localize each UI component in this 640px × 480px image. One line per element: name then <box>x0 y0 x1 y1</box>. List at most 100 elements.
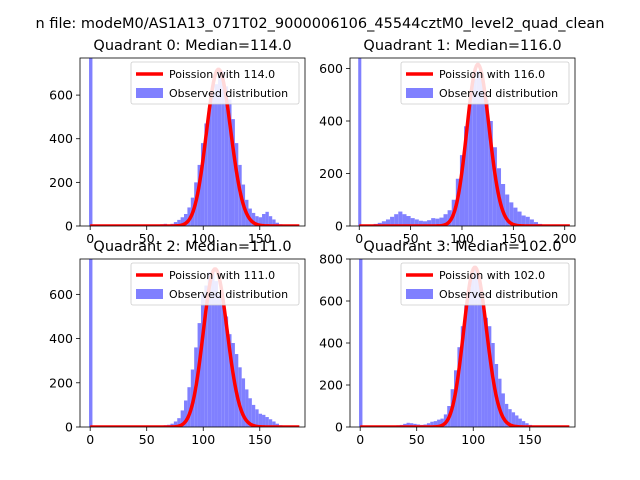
hist-bar <box>402 214 407 226</box>
plot-area <box>359 259 570 427</box>
hist-bar <box>521 215 526 226</box>
hist-bar <box>529 219 534 226</box>
hist-bar <box>204 285 208 427</box>
hist-bar <box>398 211 403 226</box>
hist-bar <box>430 421 434 427</box>
hist-bar <box>498 378 502 427</box>
subplot-0: 0 50 100 150 0 200 400 600 Quadrant 0: Median=11… <box>49 38 306 246</box>
hist-bar <box>359 259 363 427</box>
hist-bar <box>501 184 506 226</box>
hist-bar <box>481 296 485 427</box>
hist-bar <box>459 155 465 226</box>
x-tick-label: 150 <box>248 231 272 246</box>
y-tick-label: 600 <box>49 287 73 302</box>
hist-bar <box>173 222 178 226</box>
y-tick-label: 200 <box>319 166 343 181</box>
plot-area <box>89 58 300 226</box>
legend: Poission with 114.0 Observed distribution <box>130 61 300 105</box>
hist-bar <box>492 147 497 226</box>
hist-bar <box>439 217 444 226</box>
hist-bar <box>262 214 266 226</box>
y-tick-label: 200 <box>319 378 343 393</box>
legend: Poission with 111.0 Observed distribution <box>130 262 300 306</box>
hist-bar <box>224 316 229 427</box>
hist-bar <box>200 143 205 226</box>
hist-bar <box>477 280 482 427</box>
poisson-curve <box>359 265 570 427</box>
plot-area <box>89 259 300 427</box>
hist-bar <box>431 218 436 226</box>
hist-bar <box>422 221 428 226</box>
hist-bar <box>173 421 178 427</box>
hist-bar <box>443 214 448 226</box>
hist-bar <box>234 143 239 226</box>
y-tick-label: 200 <box>49 375 73 390</box>
legend-label: Observed distribution <box>169 87 288 100</box>
hist-bar <box>504 403 509 427</box>
subplot-title: Quadrant 2: Median=111.0 <box>93 239 291 255</box>
hist-bar <box>464 126 469 226</box>
hist-bar <box>521 421 526 427</box>
plot-area <box>358 58 571 226</box>
hist-bar <box>204 123 208 226</box>
hist-bar <box>418 220 423 226</box>
hist-bar <box>214 84 218 226</box>
hist-bar <box>406 216 411 226</box>
hist-bar <box>177 219 181 226</box>
hist-bar <box>468 102 473 226</box>
hist-bar <box>457 347 461 427</box>
subplot-title: Quadrant 3: Median=102.0 <box>363 239 561 255</box>
hist-bar <box>427 220 432 226</box>
x-tick-label: 100 <box>450 231 474 246</box>
hist-bar <box>180 410 185 427</box>
hist-bar <box>488 121 493 226</box>
hist-bar <box>248 398 252 427</box>
hist-bar <box>272 421 276 427</box>
hist-bar <box>211 270 215 427</box>
legend-label: Poission with 111.0 <box>169 269 275 282</box>
subplot-1: 0 50 100 150 200 0 200 400 600 Quadrant 1: Median… <box>319 38 577 246</box>
hist-bar <box>390 216 395 226</box>
y-tick-label: 800 <box>319 252 343 267</box>
hist-bar <box>211 92 215 226</box>
hist-bar <box>525 423 529 427</box>
legend: Poission with 116.0 Observed distribution <box>400 61 570 105</box>
hist-bar <box>258 413 263 427</box>
legend: Poission with 102.0 Observed distribution <box>400 262 570 306</box>
hist-bar <box>251 212 256 226</box>
legend-box <box>400 262 570 306</box>
hist-bar <box>180 217 185 226</box>
hist-bar <box>228 99 232 226</box>
hist-bar <box>433 421 438 427</box>
legend-label: Observed distribution <box>439 288 558 301</box>
subplot-2: 0 50 100 150 0 200 400 600 Quadrant 2: Median=11… <box>49 239 306 447</box>
hist-bar <box>447 210 452 226</box>
hist-bar <box>426 423 431 427</box>
x-tick-label: 150 <box>248 432 272 447</box>
hist-bar <box>381 221 386 226</box>
subplot-title: Quadrant 1: Median=116.0 <box>363 38 561 54</box>
legend-label: Observed distribution <box>439 87 558 100</box>
hist-bar <box>207 272 212 427</box>
axes-frame <box>349 57 576 227</box>
hist-bar <box>358 58 362 226</box>
hist-bar <box>385 219 391 226</box>
legend-patch-swatch <box>136 289 163 299</box>
hist-bar <box>394 214 399 226</box>
hist-bar <box>231 119 235 226</box>
hist-bar <box>255 409 259 427</box>
legend-label: Observed distribution <box>169 288 288 301</box>
hist-bar <box>258 217 263 226</box>
hist-bar <box>476 71 481 226</box>
x-tick-label: 100 <box>191 432 215 447</box>
x-tick-label: 50 <box>403 231 419 246</box>
hist-bar <box>513 207 518 226</box>
y-tick-label: 200 <box>49 175 73 190</box>
x-tick-label: 0 <box>355 231 363 246</box>
hist-bar <box>410 218 415 226</box>
hist-bar <box>440 418 444 427</box>
legend-label: Poission with 116.0 <box>439 68 545 81</box>
x-tick-label: 200 <box>553 231 577 246</box>
x-tick-label: 0 <box>356 432 364 447</box>
hist-bar <box>487 326 492 427</box>
